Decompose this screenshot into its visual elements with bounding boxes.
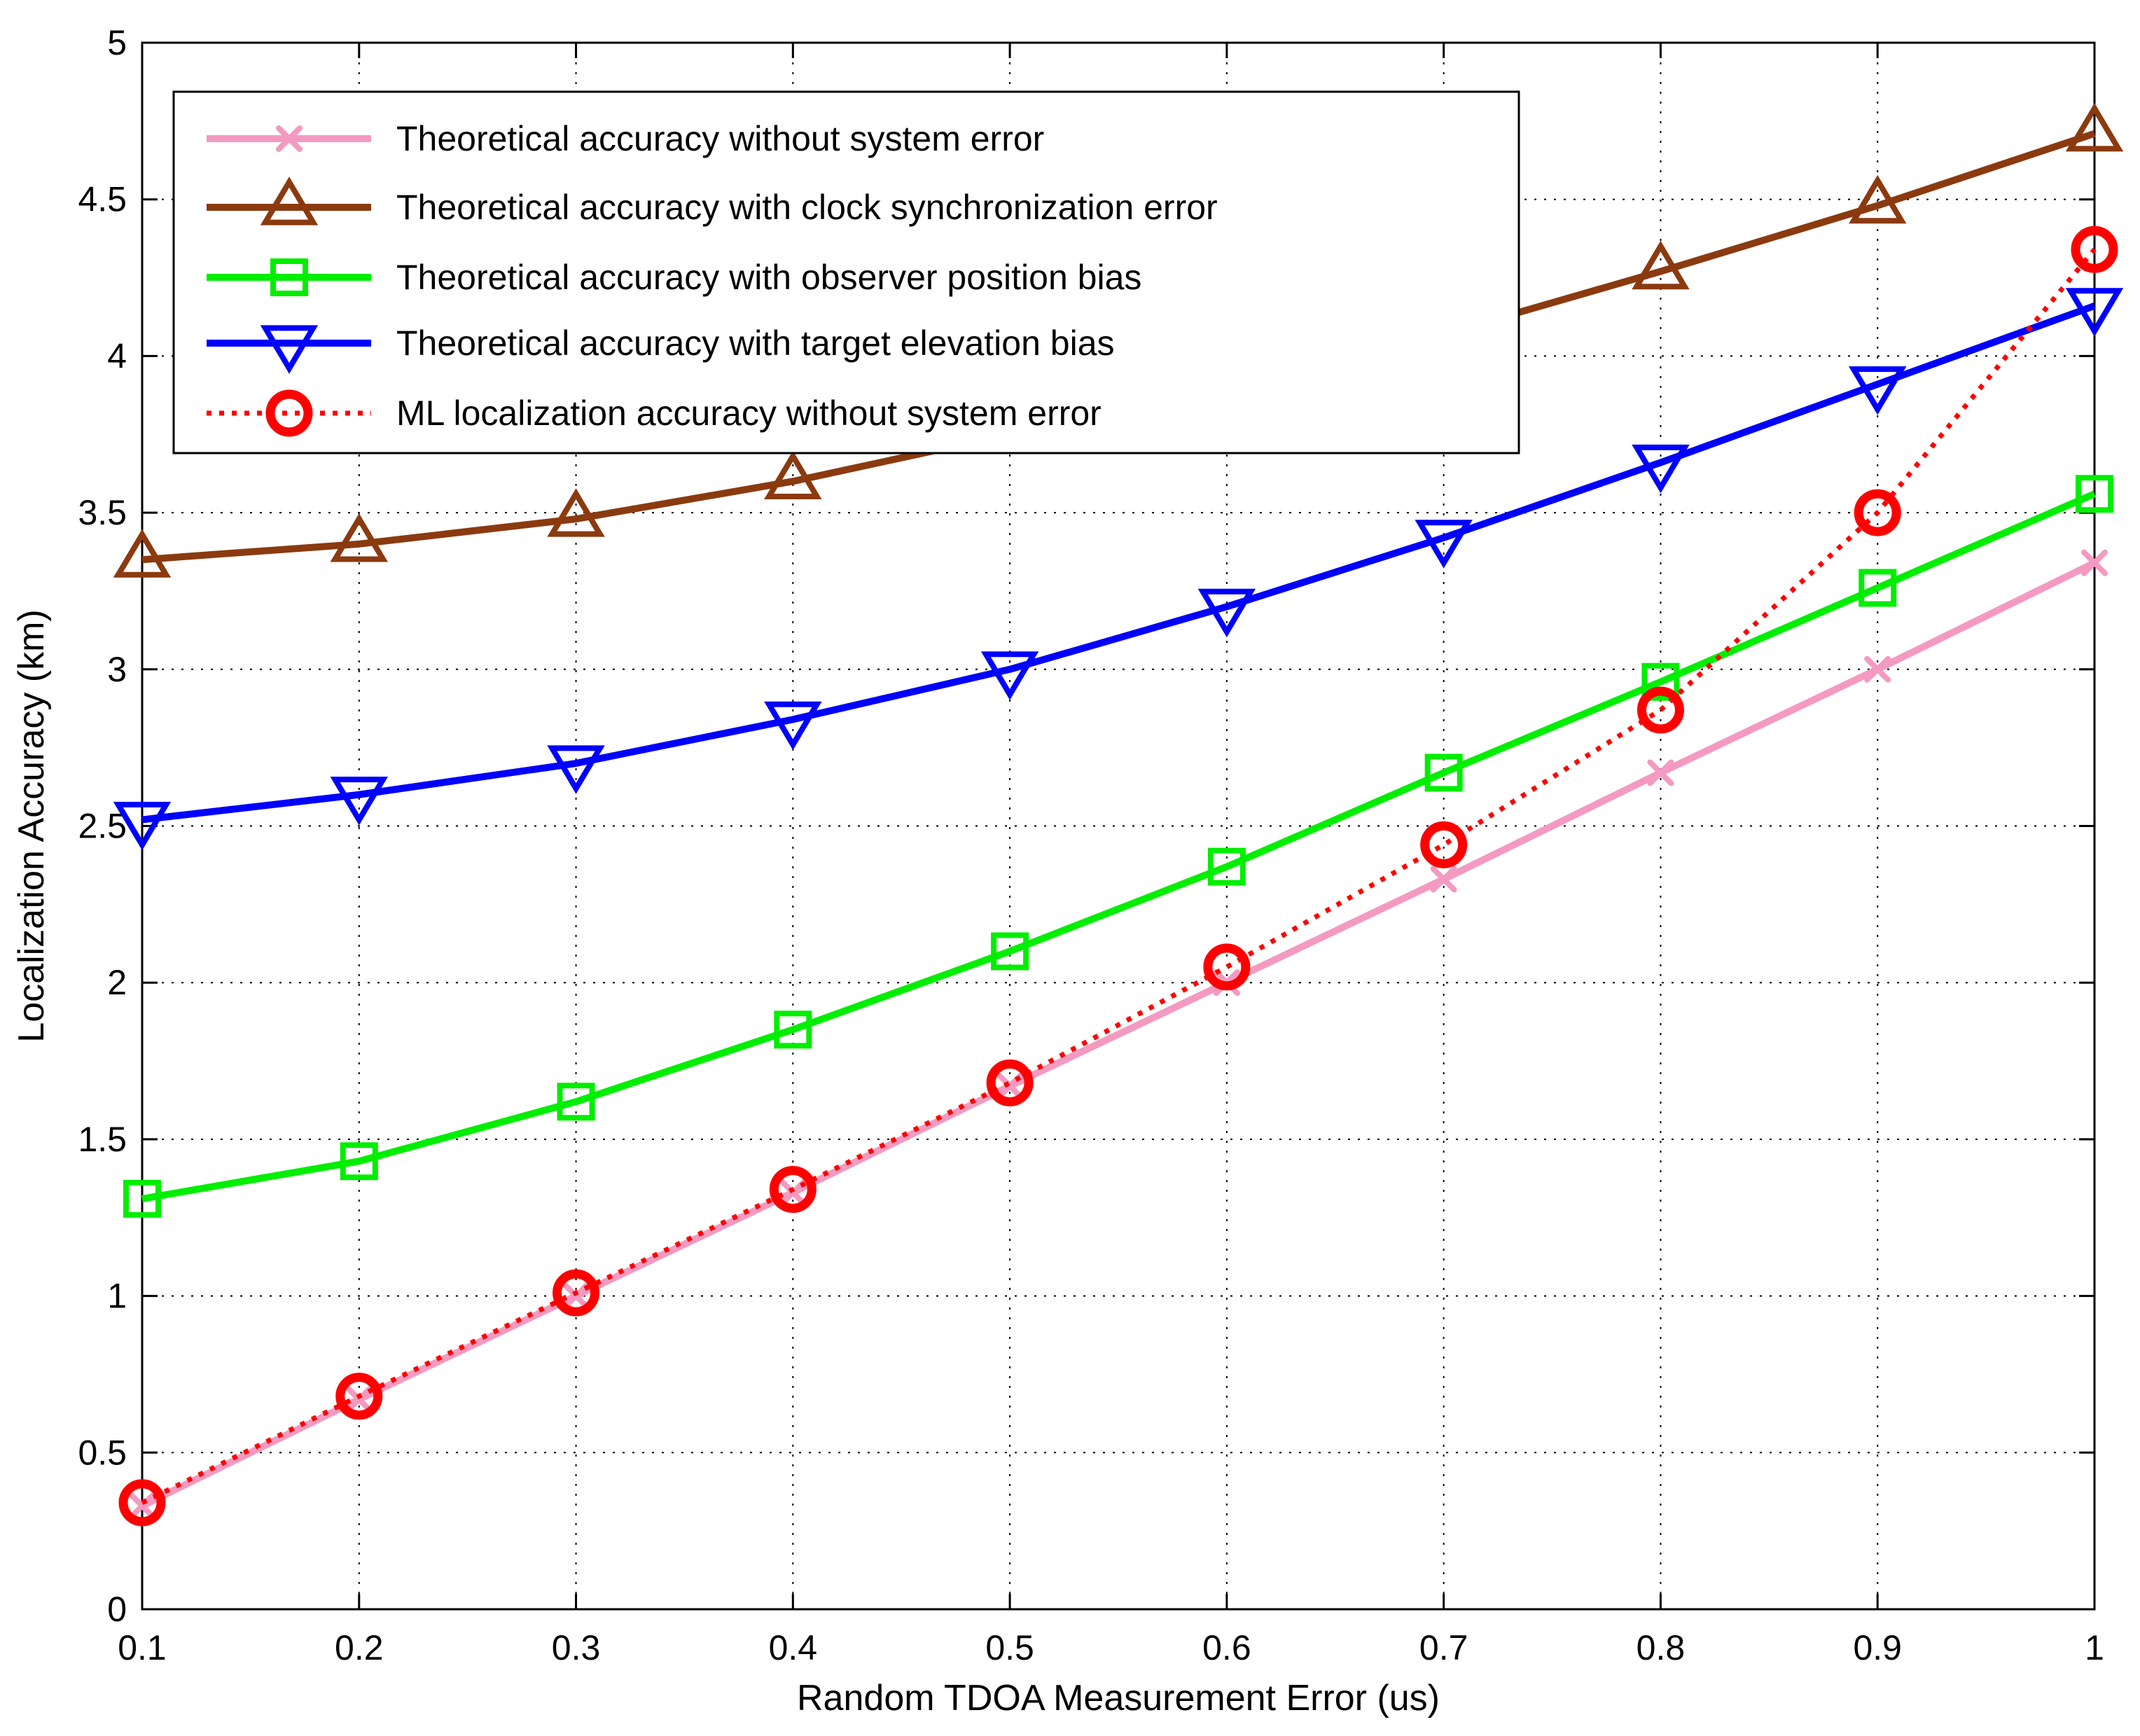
- y-tick-label: 0: [107, 1590, 127, 1629]
- x-tick-label: 0.2: [335, 1628, 384, 1667]
- data-point-x-marker: [129, 1492, 155, 1520]
- y-tick-label: 2.5: [78, 807, 127, 846]
- legend-box: [172, 90, 1520, 454]
- y-tick-label: 4.5: [78, 180, 127, 219]
- data-point-square-marker: [1424, 754, 1463, 792]
- series-line: [141, 490, 2096, 1202]
- data-point-x-marker: [1864, 655, 1891, 683]
- x-tick-label: 0.9: [1853, 1628, 1902, 1667]
- series-5: [118, 225, 2118, 1527]
- legend-label: Theoretical accuracy with observer posit…: [396, 258, 1141, 297]
- x-tick-label: 0.4: [769, 1628, 818, 1667]
- data-point-x-marker: [779, 1179, 807, 1206]
- y-tick-label: 1.5: [78, 1120, 127, 1159]
- y-tick-label: 0.5: [78, 1433, 127, 1472]
- x-tick-label: 0.5: [985, 1628, 1034, 1667]
- legend: Theoretical accuracy without system erro…: [172, 90, 1520, 454]
- series-line: [141, 248, 2097, 1506]
- data-point-triangle-down-marker: [113, 801, 172, 851]
- y-tick-label: 4: [107, 336, 127, 375]
- data-point-circle-marker: [335, 1373, 383, 1420]
- data-point-square-marker: [991, 932, 1029, 971]
- data-point-square-marker: [2076, 475, 2113, 513]
- data-point-circle-marker: [1420, 821, 1468, 868]
- data-point-triangle-down-marker: [980, 651, 1039, 700]
- data-point-triangle-down-marker: [2065, 288, 2124, 337]
- data-point-triangle-up-marker: [1848, 174, 1907, 224]
- series-3: [123, 475, 2113, 1218]
- data-point-triangle-down-marker: [1197, 588, 1256, 638]
- data-point-triangle-down-marker: [1415, 520, 1473, 569]
- data-point-square-marker: [557, 1083, 595, 1121]
- y-tick-label: 3.5: [78, 493, 127, 532]
- data-point-triangle-down-marker: [260, 325, 319, 374]
- data-point-triangle-up-marker: [764, 450, 822, 499]
- data-point-square-marker: [1858, 569, 1897, 607]
- data-point-square-marker: [1207, 847, 1246, 886]
- x-tick-label: 0.7: [1419, 1628, 1468, 1667]
- data-point-x-marker: [276, 125, 303, 152]
- data-point-circle-marker: [2071, 225, 2118, 273]
- data-point-triangle-down-marker: [547, 745, 605, 794]
- data-point-triangle-up-marker: [330, 513, 389, 562]
- legend-entry: Theoretical accuracy with target elevati…: [207, 324, 1115, 374]
- data-point-triangle-down-marker: [330, 777, 389, 826]
- data-point-x-marker: [345, 1386, 373, 1413]
- data-point-x-marker: [562, 1282, 590, 1310]
- x-axis-title: Random TDOA Measurement Error (us): [797, 1678, 1440, 1718]
- x-tick-label: 0.1: [118, 1628, 167, 1667]
- y-tick-label: 5: [107, 23, 127, 62]
- legend-entry: Theoretical accuracy without system erro…: [207, 119, 1044, 158]
- series-layer: [113, 102, 2124, 1527]
- series-line: [140, 560, 2097, 1509]
- legend-label: Theoretical accuracy with target elevati…: [396, 324, 1115, 363]
- legend-label: ML localization accuracy without system …: [396, 394, 1102, 433]
- data-point-triangle-up-marker: [2065, 102, 2124, 152]
- data-point-square-marker: [774, 1011, 812, 1049]
- legend-label: Theoretical accuracy with clock synchron…: [396, 188, 1218, 227]
- y-tick-label: 2: [107, 963, 127, 1002]
- data-point-triangle-up-marker: [260, 176, 319, 225]
- data-point-square-marker: [123, 1179, 161, 1218]
- data-point-circle-marker: [118, 1479, 166, 1527]
- series-line: [141, 303, 2096, 824]
- data-point-circle-marker: [265, 389, 313, 437]
- data-point-triangle-down-marker: [764, 701, 822, 751]
- legend-entry: Theoretical accuracy with observer posit…: [207, 258, 1141, 297]
- data-point-circle-marker: [986, 1059, 1034, 1106]
- data-point-x-marker: [1430, 866, 1457, 893]
- y-tick-label: 3: [107, 650, 127, 689]
- data-point-triangle-down-marker: [1632, 444, 1690, 494]
- data-point-x-marker: [1647, 759, 1674, 786]
- y-tick-label: 1: [107, 1277, 127, 1316]
- legend-entry: Theoretical accuracy with clock synchron…: [207, 176, 1218, 227]
- data-point-circle-marker: [1637, 686, 1684, 734]
- series-4: [113, 288, 2124, 851]
- data-point-circle-marker: [1854, 489, 1901, 536]
- data-point-triangle-up-marker: [113, 529, 172, 578]
- data-point-x-marker: [2081, 549, 2108, 576]
- data-point-square-marker: [1641, 662, 1680, 701]
- data-point-circle-marker: [769, 1165, 817, 1213]
- tick-layer: 0.1 0.2 0.3 0.4 0.5 0.6 0.7 0.8 0.9 1 0 0.5 1 1.5 2 2.5…: [78, 23, 2104, 1667]
- legend-label: Theoretical accuracy without system erro…: [396, 119, 1044, 158]
- data-point-triangle-up-marker: [1632, 240, 1690, 290]
- data-point-circle-marker: [553, 1269, 600, 1317]
- data-point-circle-marker: [1203, 943, 1251, 991]
- x-tick-label: 0.8: [1637, 1628, 1686, 1667]
- series-1: [129, 549, 2108, 1520]
- data-point-triangle-down-marker: [1848, 366, 1907, 415]
- legend-entry: ML localization accuracy without system …: [207, 389, 1102, 437]
- data-point-triangle-up-marker: [547, 488, 605, 537]
- data-point-square-marker: [270, 258, 308, 296]
- x-tick-label: 1: [2085, 1628, 2104, 1667]
- x-tick-label: 0.6: [1202, 1628, 1251, 1667]
- y-axis-title: Localization Accuracy (km): [11, 609, 52, 1042]
- x-tick-label: 0.3: [552, 1628, 601, 1667]
- data-point-square-marker: [340, 1142, 378, 1181]
